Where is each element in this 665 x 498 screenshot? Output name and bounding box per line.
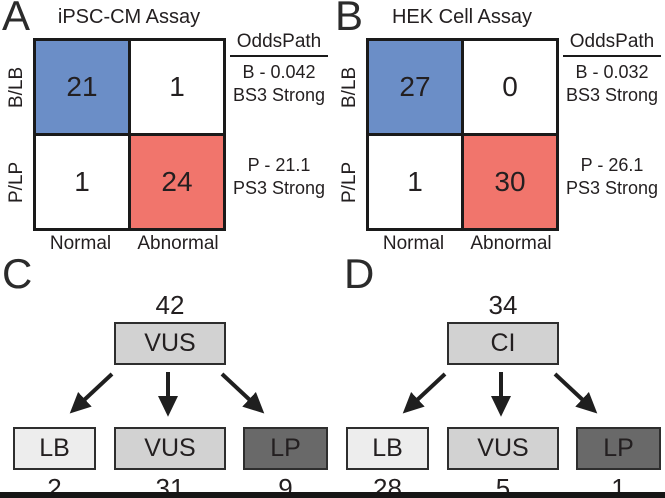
arrow-down-right-icon xyxy=(553,372,598,414)
panel-d-outcome-box-lb: LB xyxy=(346,427,429,470)
figure-bottom-border xyxy=(0,492,665,498)
cell-benign-normal: 21 xyxy=(36,41,128,133)
panel-a-benign-value: B - 0.042 xyxy=(242,62,316,82)
cell-pathogenic-abnormal: 30 xyxy=(464,136,556,228)
panel-b: B HEK Cell Assay B/LB P/LP 27 0 1 30 Nor… xyxy=(333,0,665,258)
panel-b-pathogenic-odds: P - 26.1 PS3 Strong xyxy=(559,154,665,199)
panel-c-outcome-box-vus: VUS xyxy=(114,427,226,470)
panel-a-assay-title: iPSC-CM Assay xyxy=(57,6,201,28)
panel-a: A iPSC-CM Assay B/LB P/LP 21 1 1 24 Norm… xyxy=(0,0,332,258)
cell-benign-normal: 27 xyxy=(369,41,461,133)
panel-b-pathogenic-value: P - 26.1 xyxy=(580,155,644,175)
panel-d-letter: D xyxy=(344,250,375,297)
cell-benign-abnormal: 1 xyxy=(131,41,223,133)
panel-a-oddspath-heading: OddsPath xyxy=(230,31,328,57)
panel-d-outcome-box-lp: LP xyxy=(576,427,661,470)
panel-a-pathogenic-value: P - 21.1 xyxy=(247,155,311,175)
panel-a-row-label-blb: B/LB xyxy=(6,66,27,108)
panel-c-outcome-box-lp: LP xyxy=(243,427,328,470)
panel-b-oddspath-heading: OddsPath xyxy=(563,31,661,57)
panel-a-col-label-abnormal: Abnormal xyxy=(137,233,219,254)
cell-pathogenic-abnormal: 24 xyxy=(131,136,223,228)
panel-b-row-label-blb: B/LB xyxy=(339,66,360,108)
panel-a-benign-strength: BS3 Strong xyxy=(232,84,326,105)
panel-c: C 42 VUS LB VUS LP 2 31 9 xyxy=(0,253,332,498)
panel-d-outcome-count-vus: 5 xyxy=(495,473,511,498)
panel-b-benign-odds: B - 0.032 BS3 Strong xyxy=(559,61,665,106)
panel-b-col-label-normal: Normal xyxy=(382,233,445,254)
arrow-down-right-icon xyxy=(220,372,265,414)
panel-c-outcome-count-lb: 2 xyxy=(47,473,62,498)
panel-b-benign-value: B - 0.032 xyxy=(575,62,649,82)
cell-benign-abnormal: 0 xyxy=(464,41,556,133)
panel-a-row-label-plp: P/LP xyxy=(6,161,27,203)
panel-a-pathogenic-odds: P - 21.1 PS3 Strong xyxy=(226,154,332,199)
panel-a-confusion-matrix: 21 1 1 24 xyxy=(33,38,226,231)
panel-a-pathogenic-strength: PS3 Strong xyxy=(232,177,326,198)
arrow-down-left-icon xyxy=(402,372,447,414)
panel-a-letter: A xyxy=(2,0,31,39)
panel-d-source-box: CI xyxy=(447,322,559,365)
panel-d-outcome-count-lp: 1 xyxy=(611,473,626,498)
panel-a-col-label-normal: Normal xyxy=(49,233,112,254)
arrow-down-left-icon xyxy=(69,372,114,414)
panel-d-outcome-box-vus: VUS xyxy=(447,427,559,470)
panel-d: D 34 CI LB VUS LP 28 5 1 xyxy=(333,253,665,498)
panel-c-outcome-box-lb: LB xyxy=(13,427,96,470)
panel-b-confusion-matrix: 27 0 1 30 xyxy=(366,38,559,231)
panel-a-benign-odds: B - 0.042 BS3 Strong xyxy=(226,61,332,106)
panel-c-source-box: VUS xyxy=(114,322,226,365)
panel-b-row-label-plp: P/LP xyxy=(339,161,360,203)
cell-pathogenic-normal: 1 xyxy=(369,136,461,228)
panel-b-benign-strength: BS3 Strong xyxy=(565,84,659,105)
panel-b-col-label-abnormal: Abnormal xyxy=(470,233,552,254)
panel-b-assay-title: HEK Cell Assay xyxy=(391,6,533,28)
panel-b-letter: B xyxy=(335,0,364,39)
panel-c-letter: C xyxy=(2,250,33,297)
cell-pathogenic-normal: 1 xyxy=(36,136,128,228)
panel-d-source-count: 34 xyxy=(488,290,518,320)
panel-c-source-count: 42 xyxy=(155,290,185,320)
panel-b-pathogenic-strength: PS3 Strong xyxy=(565,177,659,198)
panel-c-flow-arrows xyxy=(69,372,265,417)
panel-d-flow-arrows xyxy=(402,372,598,417)
panel-c-outcome-count-lp: 9 xyxy=(278,473,293,498)
